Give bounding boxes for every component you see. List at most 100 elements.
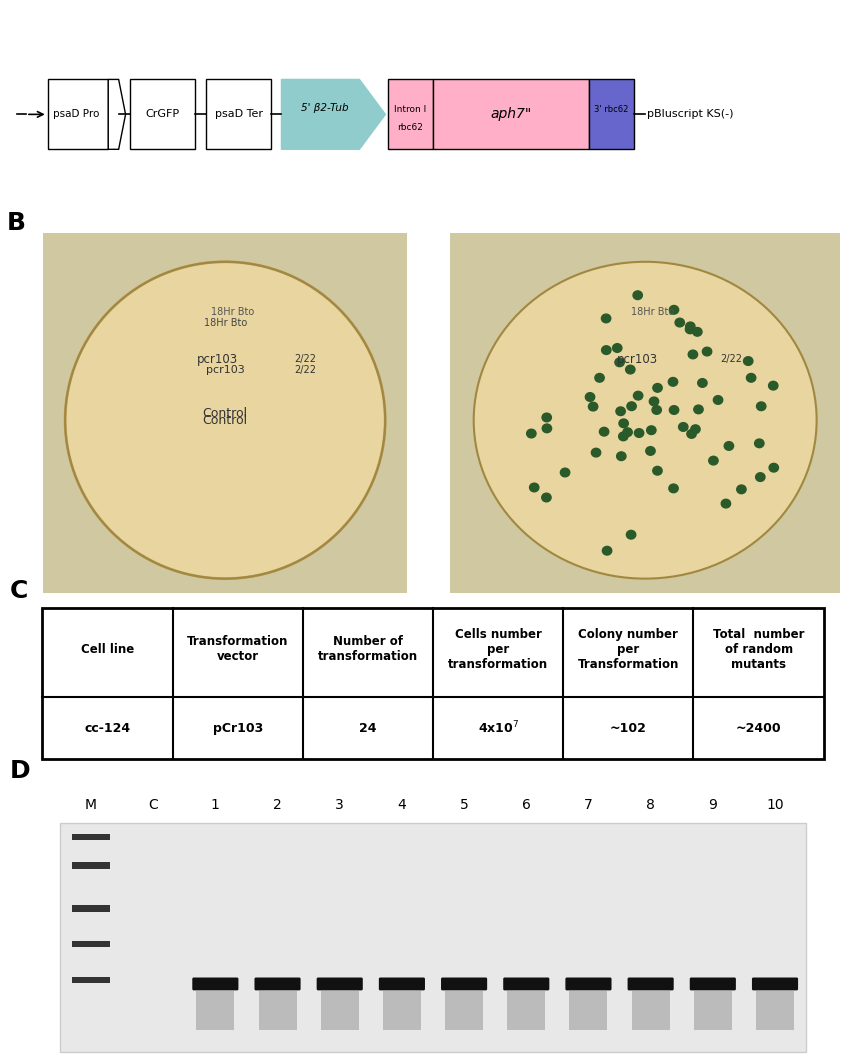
Circle shape bbox=[685, 325, 695, 334]
Text: cc-124: cc-124 bbox=[84, 721, 131, 735]
Text: 8: 8 bbox=[646, 798, 655, 812]
Text: 2/22: 2/22 bbox=[294, 354, 316, 364]
Circle shape bbox=[585, 393, 595, 401]
Circle shape bbox=[757, 402, 766, 411]
Circle shape bbox=[650, 397, 659, 406]
Text: pcr103: pcr103 bbox=[197, 353, 238, 365]
Bar bbox=[197, 991, 235, 1030]
Text: Colony number
per
Transformation: Colony number per Transformation bbox=[578, 628, 679, 670]
Circle shape bbox=[669, 406, 679, 414]
Circle shape bbox=[686, 322, 695, 330]
Circle shape bbox=[647, 426, 656, 434]
Circle shape bbox=[714, 396, 723, 405]
Circle shape bbox=[653, 466, 662, 475]
Circle shape bbox=[601, 315, 611, 323]
Text: Control: Control bbox=[203, 414, 248, 427]
Circle shape bbox=[679, 423, 688, 431]
Text: C: C bbox=[10, 578, 28, 603]
Circle shape bbox=[744, 357, 753, 365]
Circle shape bbox=[619, 419, 629, 428]
Circle shape bbox=[756, 472, 765, 482]
Circle shape bbox=[691, 425, 700, 433]
Circle shape bbox=[529, 483, 539, 491]
Circle shape bbox=[602, 346, 611, 355]
Text: 18Hr Bto: 18Hr Bto bbox=[631, 307, 675, 318]
Circle shape bbox=[542, 493, 551, 502]
FancyBboxPatch shape bbox=[503, 977, 549, 990]
Text: Cell line: Cell line bbox=[81, 643, 134, 656]
Circle shape bbox=[626, 531, 636, 539]
Text: 18Hr Bto: 18Hr Bto bbox=[204, 318, 247, 328]
Bar bbox=[383, 991, 421, 1030]
Circle shape bbox=[591, 448, 601, 456]
Text: Transformation
vector: Transformation vector bbox=[187, 635, 288, 663]
Circle shape bbox=[603, 546, 611, 555]
Text: C: C bbox=[148, 798, 158, 812]
Circle shape bbox=[693, 327, 702, 336]
Circle shape bbox=[721, 499, 731, 508]
Text: 7: 7 bbox=[584, 798, 593, 812]
Bar bbox=[72, 862, 110, 868]
Circle shape bbox=[588, 402, 598, 411]
Circle shape bbox=[669, 305, 679, 315]
Bar bbox=[72, 941, 110, 948]
Circle shape bbox=[527, 429, 536, 437]
Circle shape bbox=[702, 347, 712, 356]
Text: pcr103: pcr103 bbox=[617, 353, 658, 365]
Circle shape bbox=[633, 291, 643, 300]
Text: 3: 3 bbox=[335, 798, 344, 812]
Text: 2/22: 2/22 bbox=[294, 364, 316, 375]
Text: pCr103: pCr103 bbox=[212, 721, 262, 735]
Text: 2/22: 2/22 bbox=[720, 354, 742, 364]
Circle shape bbox=[635, 429, 643, 437]
Bar bbox=[72, 976, 110, 983]
Bar bbox=[570, 991, 607, 1030]
Bar bbox=[507, 991, 546, 1030]
Text: D: D bbox=[10, 758, 30, 783]
Text: B: B bbox=[7, 211, 26, 235]
Text: ~2400: ~2400 bbox=[736, 721, 781, 735]
Circle shape bbox=[616, 407, 625, 415]
FancyBboxPatch shape bbox=[565, 977, 611, 990]
Circle shape bbox=[542, 424, 552, 433]
Circle shape bbox=[652, 406, 662, 414]
Circle shape bbox=[65, 262, 385, 578]
Circle shape bbox=[754, 439, 764, 448]
Text: CrGFP: CrGFP bbox=[145, 109, 179, 120]
Bar bbox=[60, 823, 806, 1052]
Bar bbox=[756, 991, 794, 1030]
Circle shape bbox=[595, 374, 604, 382]
Circle shape bbox=[560, 468, 570, 477]
Text: 2: 2 bbox=[273, 798, 282, 812]
Circle shape bbox=[688, 351, 698, 359]
Text: 4: 4 bbox=[397, 798, 406, 812]
Circle shape bbox=[474, 262, 817, 578]
Text: Cells number
per
transformation: Cells number per transformation bbox=[448, 628, 548, 670]
Circle shape bbox=[708, 456, 718, 465]
Circle shape bbox=[623, 428, 632, 436]
Circle shape bbox=[669, 377, 678, 387]
Circle shape bbox=[615, 358, 624, 366]
Circle shape bbox=[612, 344, 622, 353]
Text: 24: 24 bbox=[359, 721, 377, 735]
Text: Intron I: Intron I bbox=[394, 105, 427, 113]
Bar bbox=[694, 991, 732, 1030]
Circle shape bbox=[698, 379, 707, 388]
Text: 9: 9 bbox=[708, 798, 717, 812]
Text: rbc62: rbc62 bbox=[397, 123, 423, 131]
Bar bbox=[445, 991, 483, 1030]
Circle shape bbox=[618, 432, 628, 441]
Bar bbox=[320, 991, 359, 1030]
Text: 5: 5 bbox=[460, 798, 469, 812]
Circle shape bbox=[633, 392, 643, 400]
FancyBboxPatch shape bbox=[628, 977, 674, 990]
Circle shape bbox=[687, 430, 696, 438]
Text: ~102: ~102 bbox=[610, 721, 647, 735]
FancyBboxPatch shape bbox=[689, 977, 736, 990]
Circle shape bbox=[669, 484, 678, 492]
FancyBboxPatch shape bbox=[255, 977, 301, 990]
FancyBboxPatch shape bbox=[378, 977, 425, 990]
Text: pcr103: pcr103 bbox=[206, 364, 244, 375]
Bar bbox=[433, 79, 589, 149]
Circle shape bbox=[625, 365, 635, 374]
